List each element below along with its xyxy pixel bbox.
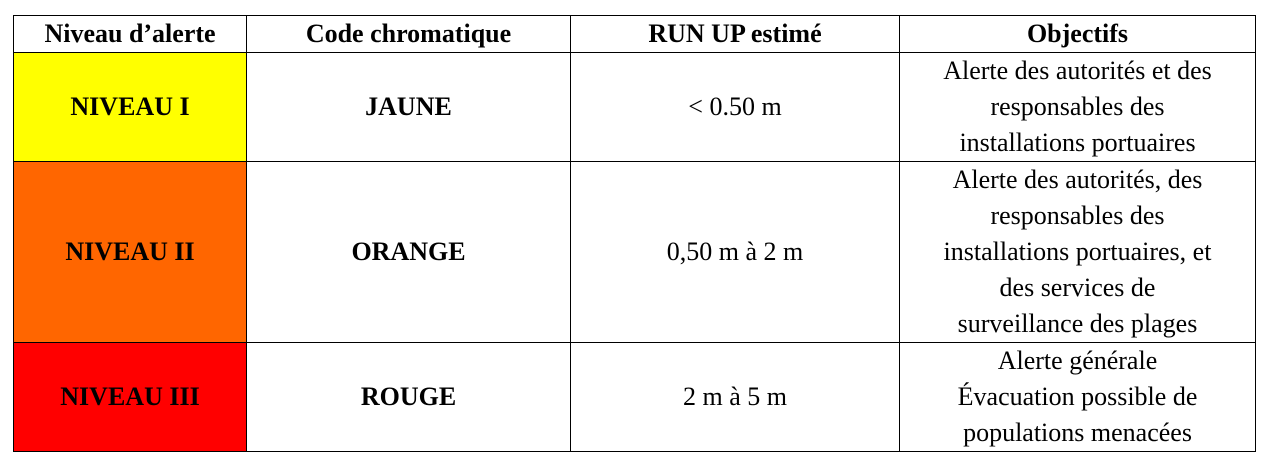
objective-line: responsables des: [990, 92, 1165, 121]
color-code-cell: ORANGE: [246, 161, 571, 343]
header-level: Niveau d’alerte: [13, 15, 247, 53]
header-color-code: Code chromatique: [246, 15, 571, 53]
header-row: Niveau d’alerte Code chromatique RUN UP …: [13, 15, 1256, 53]
alert-levels-table: Niveau d’alerte Code chromatique RUN UP …: [13, 15, 1256, 452]
run-up-cell: 2 m à 5 m: [570, 342, 900, 452]
objective-line: responsables des: [990, 201, 1165, 230]
header-run-up: RUN UP estimé: [570, 15, 900, 53]
level-cell: NIVEAU I: [13, 52, 247, 162]
run-up-cell: < 0.50 m: [570, 52, 900, 162]
objective-line: Alerte des autorités, des: [952, 165, 1203, 194]
header-objectives: Objectifs: [899, 15, 1256, 53]
run-up-cell: 0,50 m à 2 m: [570, 161, 900, 343]
objective-line: surveillance des plages: [957, 309, 1198, 338]
level-cell: NIVEAU III: [13, 342, 247, 452]
table-row: NIVEAU II ORANGE 0,50 m à 2 m Alerte des…: [13, 161, 1256, 343]
objective-line: Évacuation possible de: [957, 382, 1198, 411]
objectives-cell: Alerte des autorités, des responsables d…: [899, 161, 1256, 343]
objective-line: populations menacées: [963, 418, 1192, 447]
objectives-cell: Alerte des autorités et des responsables…: [899, 52, 1256, 162]
objective-line: des services de: [999, 273, 1156, 302]
table-row: NIVEAU III ROUGE 2 m à 5 m Alerte généra…: [13, 342, 1256, 452]
objectives-cell: Alerte générale Évacuation possible de p…: [899, 342, 1256, 452]
objective-line: installations portuaires, et: [943, 237, 1212, 266]
color-code-cell: ROUGE: [246, 342, 571, 452]
level-cell: NIVEAU II: [13, 161, 247, 343]
objective-line: Alerte des autorités et des: [943, 56, 1212, 85]
color-code-cell: JAUNE: [246, 52, 571, 162]
objective-line: installations portuaires: [959, 128, 1196, 157]
objective-line: Alerte générale: [997, 346, 1158, 375]
table-row: NIVEAU I JAUNE < 0.50 m Alerte des autor…: [13, 52, 1256, 162]
